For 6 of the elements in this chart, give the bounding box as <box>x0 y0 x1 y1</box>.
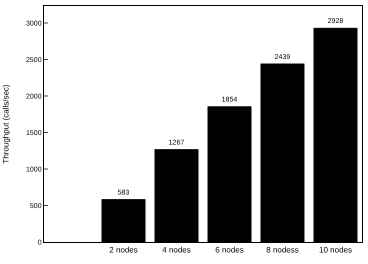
x-tick-label: 6 nodes <box>215 246 244 255</box>
x-tick-label: 10 nodes <box>319 246 352 255</box>
x-tick-label: 2 nodes <box>109 246 138 255</box>
x-tick-label: 4 nodes <box>162 246 191 255</box>
x-tick-label: 8 nodess <box>266 246 299 255</box>
y-axis-title: Throughput (calls/sec) <box>2 84 11 164</box>
